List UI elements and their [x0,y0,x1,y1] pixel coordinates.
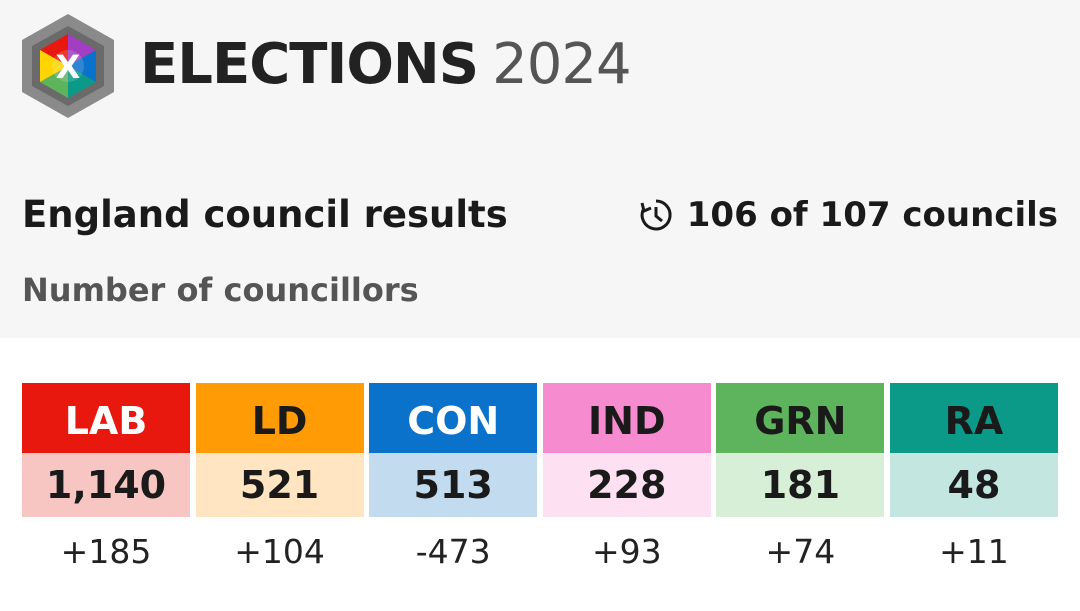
party-card: IND 228 +93 [542,383,711,577]
party-seats: 513 [369,453,538,517]
logo: X [22,14,114,118]
title-text: ELECTIONS [140,32,479,97]
party-card: GRN 181 +74 [716,383,885,577]
party-abbr: GRN [716,383,885,453]
progress-text: 106 of 107 councils [686,195,1058,235]
subtitle: England council results [22,193,508,236]
party-seats: 48 [889,453,1058,517]
party-seats: 1,140 [22,453,190,517]
progress: 106 of 107 councils [639,192,1058,238]
party-abbr: LD [195,383,364,453]
clock-icon [640,199,672,231]
party-card: RA 48 +11 [889,383,1058,577]
party-change: +93 [591,532,662,571]
party-abbr: LAB [22,383,190,453]
party-seats: 181 [716,453,885,517]
party-change: +11 [939,532,1009,571]
unit-label: Number of councillors [22,271,419,309]
party-abbr: RA [889,383,1058,453]
party-change: +185 [60,532,152,571]
party-change: +104 [234,532,325,571]
logo-mark: X [56,48,81,86]
party-abbr: CON [369,383,538,453]
party-seats: 228 [542,453,711,517]
party-seats: 521 [195,453,364,517]
party-card: CON 513 -473 [369,383,538,577]
title: ELECTIONS 2024 [140,30,632,100]
party-change: -473 [415,532,491,571]
party-change: +74 [765,532,836,571]
party-card: LD 521 +104 [195,383,364,577]
title-year: 2024 [492,32,632,97]
party-card: LAB 1,140 +185 [22,383,190,577]
party-abbr: IND [542,383,711,453]
party-cards: LAB 1,140 +185 LD 521 +104 CON 513 -473 IND 228 +93… [22,383,1058,577]
header-panel: X ELECTIONS 2024 England council results … [22,14,1058,309]
